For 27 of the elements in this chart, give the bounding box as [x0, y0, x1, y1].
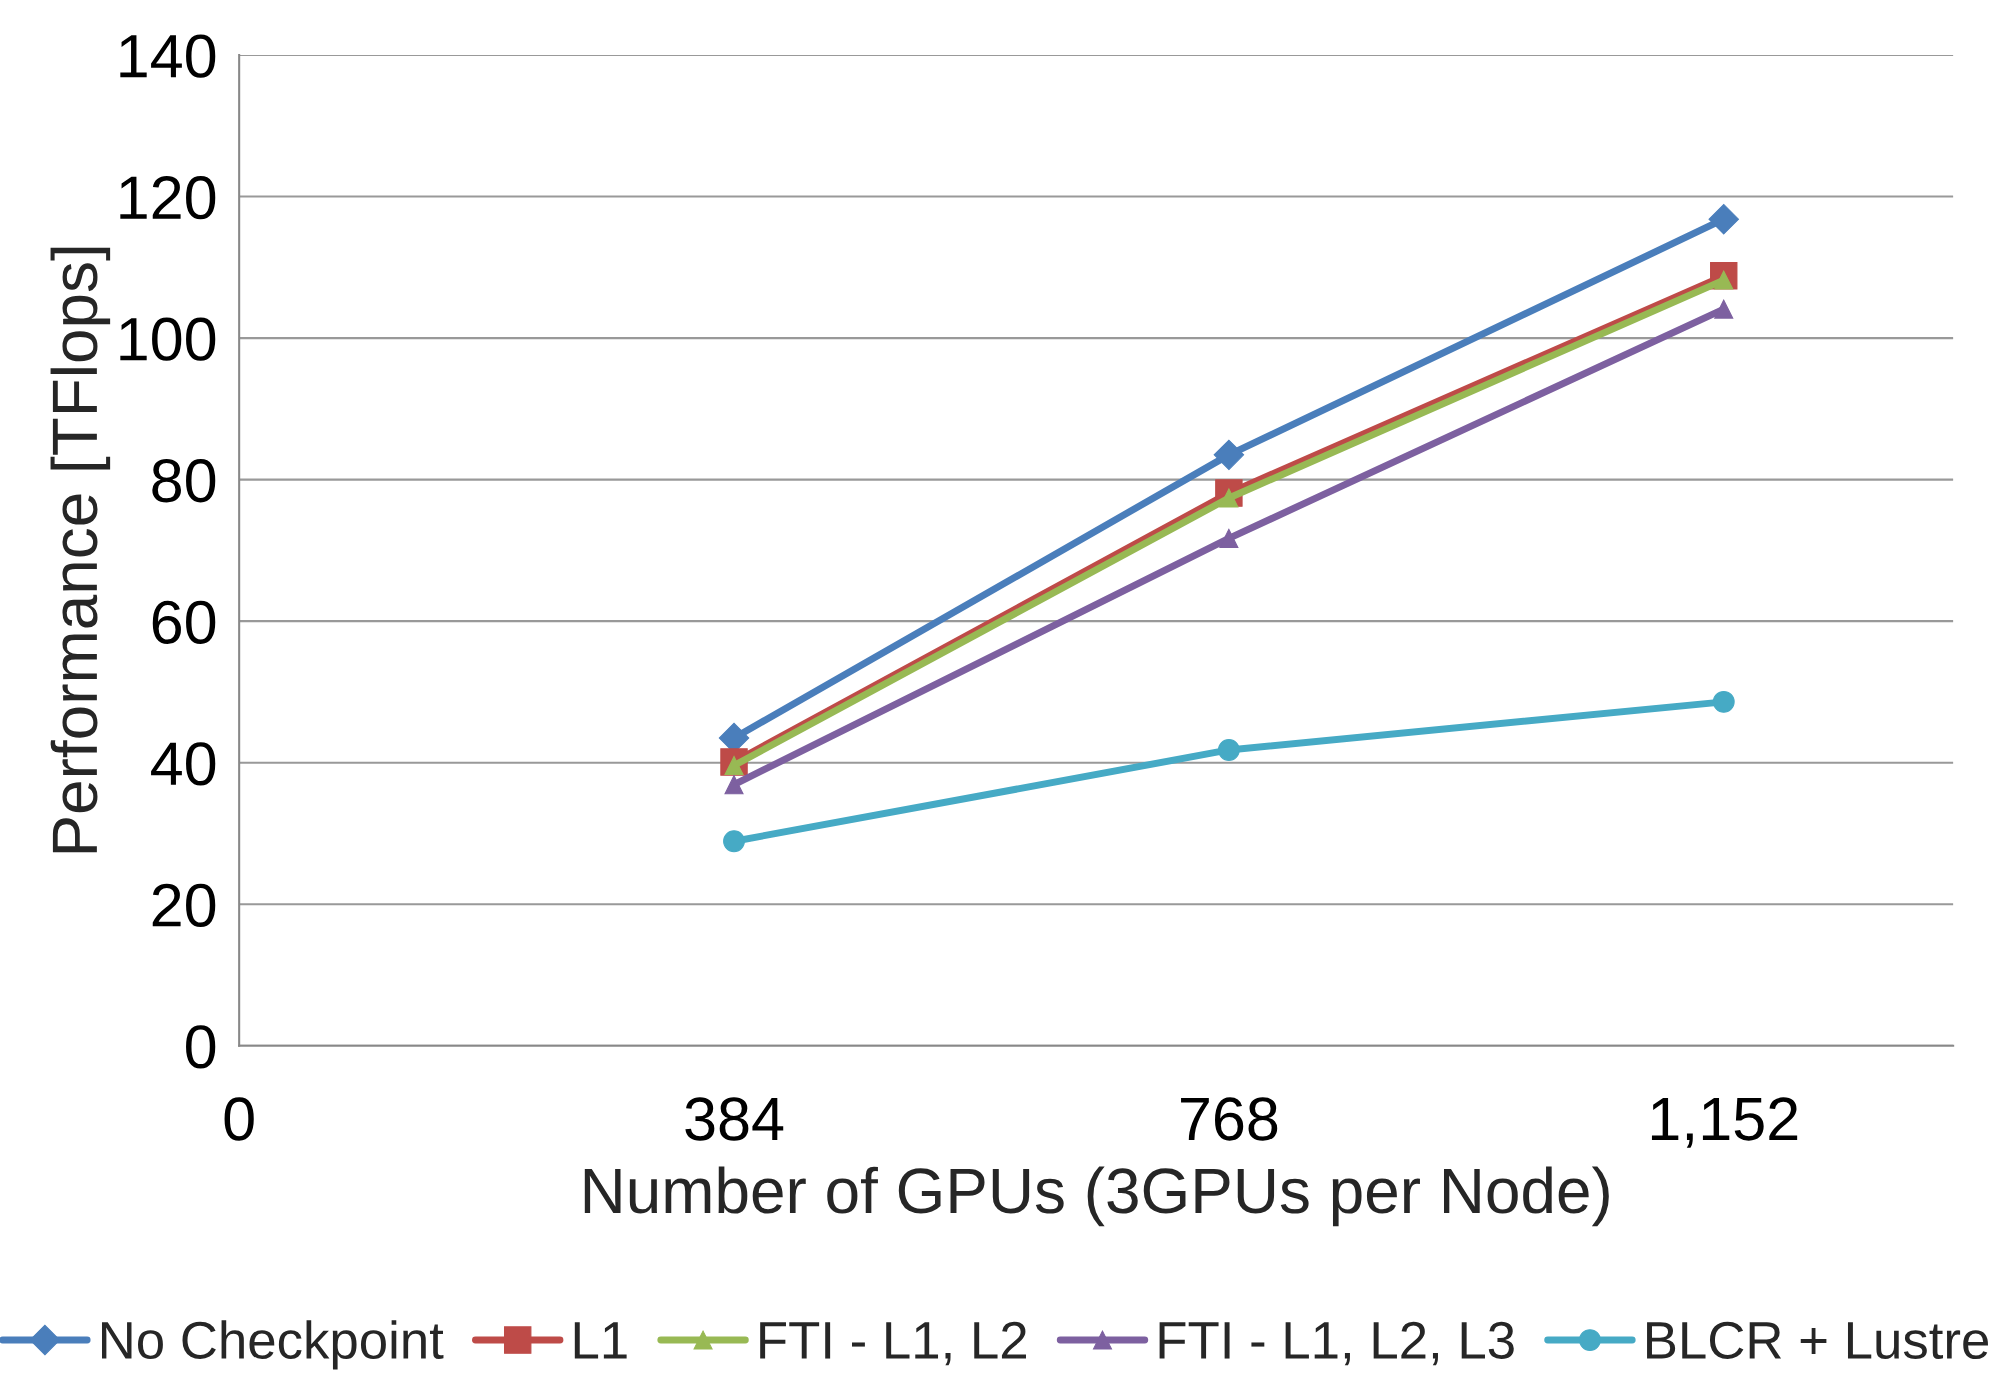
legend-label: L1	[574, 1322, 627, 1359]
point	[1712, 690, 1735, 713]
y-tick-label: 80	[152, 459, 216, 503]
point	[1708, 203, 1739, 235]
legend-label: No Checkpoint	[102, 1320, 444, 1370]
y-tick-label: 140	[120, 34, 216, 78]
x-axis-title: Number of GPUs (3GPUs per Node)	[584, 1166, 1609, 1227]
x-tick-label: 384	[685, 1097, 784, 1141]
x-tick-label: 1,152	[1651, 1097, 1798, 1148]
y-tick-label: 40	[151, 742, 216, 786]
point	[723, 830, 745, 853]
legend-label: FTI - L1, L2, L3	[1159, 1321, 1514, 1366]
y-axis-title: Performance [TFlops]	[50, 247, 111, 853]
y-tick-label: 120	[120, 176, 216, 220]
y-tick-label: 20	[152, 883, 216, 927]
point	[1217, 739, 1240, 761]
point	[1219, 528, 1239, 548]
point	[724, 775, 744, 795]
y-tick-label: 60	[152, 600, 216, 644]
y-tick-label: 100	[120, 317, 216, 361]
x-tick-label: 0	[224, 1097, 254, 1141]
point	[1213, 439, 1245, 471]
point	[1714, 299, 1734, 319]
y-tick-label: 0	[186, 1025, 216, 1069]
legend-label: FTI - L1, L2	[760, 1321, 1026, 1366]
x-tick-label: 768	[1181, 1097, 1278, 1141]
legend-label: BLCR + Lustre	[1647, 1321, 1988, 1360]
